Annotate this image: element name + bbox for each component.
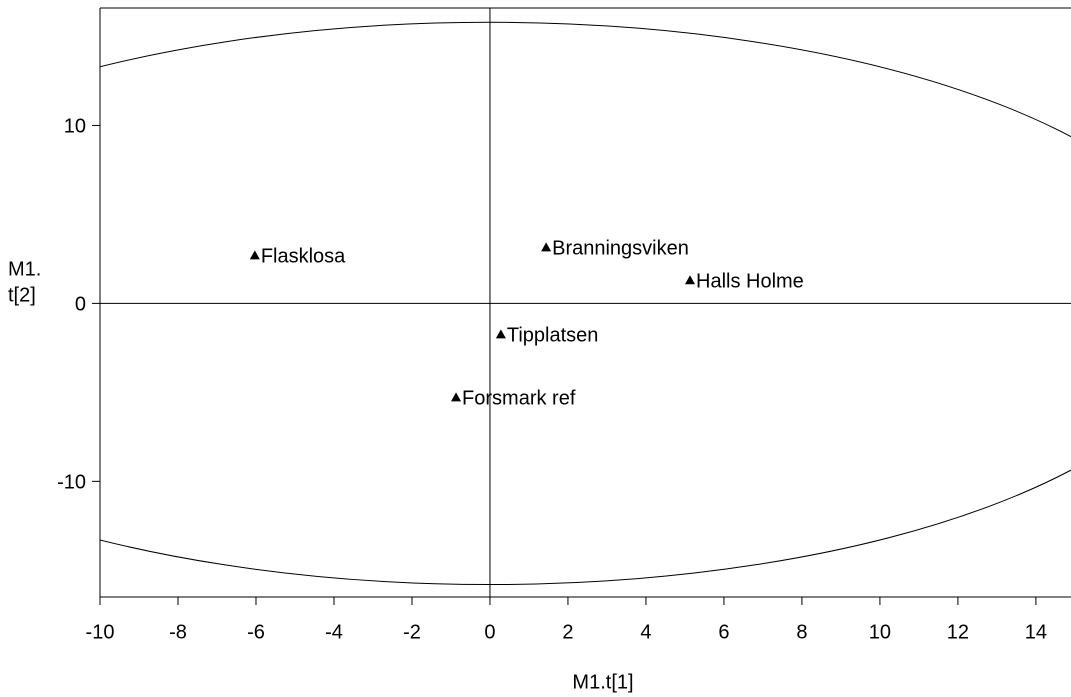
x-tick-label: 6 [718, 621, 729, 643]
x-tick-label: 0 [484, 621, 495, 643]
y-tick-label: 0 [75, 294, 86, 316]
point-label: Branningsviken [552, 238, 689, 260]
x-tick-label: 2 [562, 621, 573, 643]
x-tick-label: 14 [1025, 621, 1047, 643]
x-tick-label: -2 [403, 621, 421, 643]
x-tick-label: -6 [247, 621, 265, 643]
confidence-ellipse [100, 21, 1071, 585]
y-tick-label: -10 [57, 472, 86, 494]
x-tick-label: -4 [325, 621, 343, 643]
point-label: Halls Holme [696, 271, 804, 293]
x-tick-label: 4 [640, 621, 651, 643]
point [685, 275, 696, 285]
point [249, 250, 260, 260]
y-tick-label: 10 [64, 116, 86, 138]
y-axis-label: t[2] [8, 284, 36, 306]
point-label: Forsmark ref [462, 388, 576, 410]
x-tick-label: 10 [869, 621, 891, 643]
y-axis-label: M1. [8, 258, 41, 280]
point-label: Tipplatsen [507, 325, 599, 347]
x-axis-label: M1.t[1] [572, 671, 633, 693]
point-label: Flasklosa [261, 246, 346, 268]
point [451, 392, 462, 402]
plot-area [100, 8, 1071, 597]
point [495, 329, 506, 339]
x-tick-label: -10 [86, 621, 115, 643]
x-tick-label: 12 [947, 621, 969, 643]
point [541, 242, 552, 252]
x-tick-label: 8 [796, 621, 807, 643]
x-tick-label: -8 [169, 621, 187, 643]
